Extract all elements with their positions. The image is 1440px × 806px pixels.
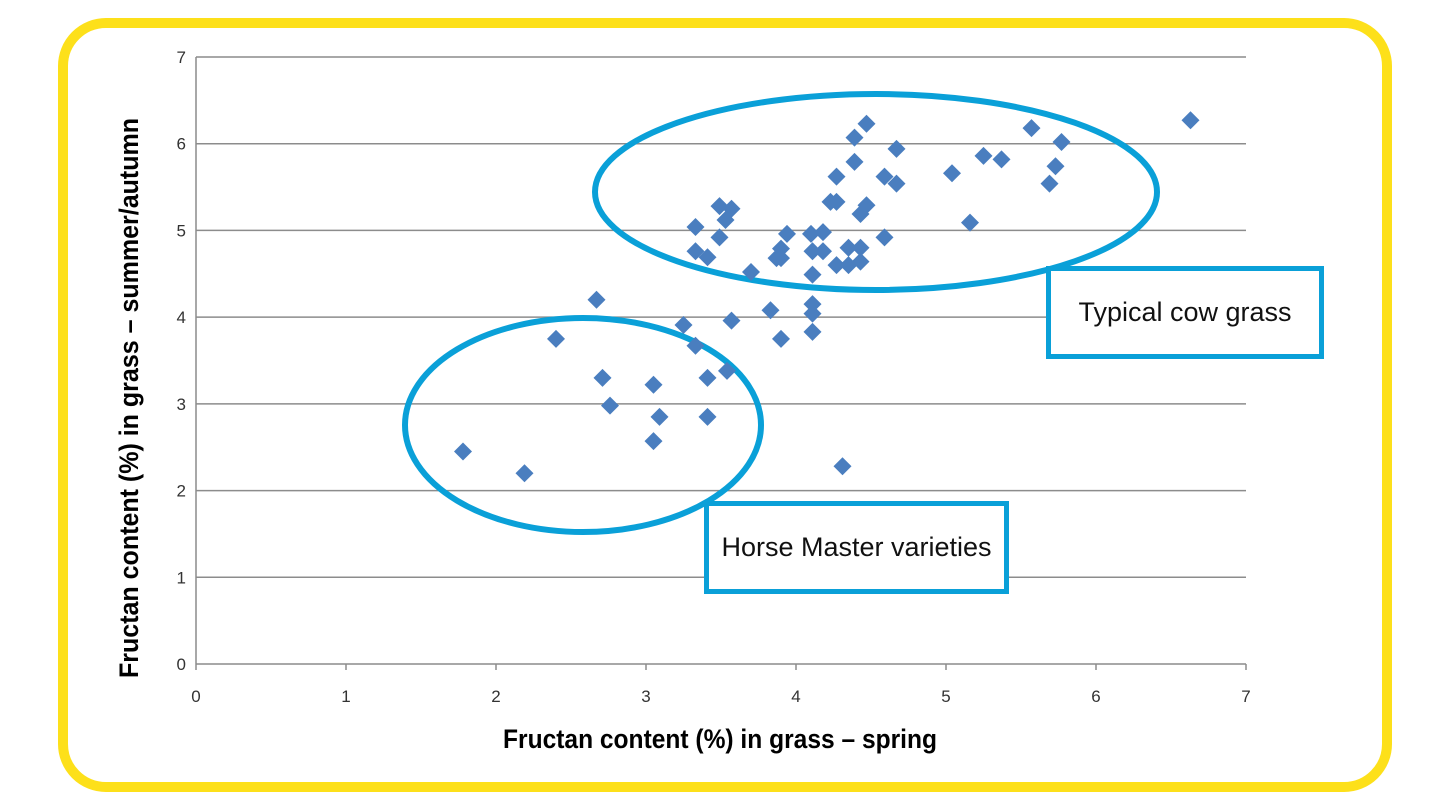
data-point (1046, 157, 1065, 176)
data-point (686, 336, 705, 355)
data-point (722, 199, 741, 218)
data-point (644, 432, 663, 451)
y-tick-label: 3 (177, 395, 186, 414)
data-point (961, 213, 979, 232)
horse-master-ellipse (402, 315, 764, 535)
data-point (875, 228, 894, 247)
x-tick-label: 3 (641, 687, 650, 706)
data-point (887, 174, 906, 193)
data-point (974, 146, 993, 165)
data-point (803, 322, 822, 341)
yellow-border-frame (58, 18, 1392, 792)
data-point (827, 167, 846, 186)
data-point (772, 239, 790, 258)
data-point (718, 361, 736, 380)
data-point (772, 329, 790, 348)
data-point (851, 238, 870, 257)
horse-master-varieties-label: Horse Master varieties (704, 501, 1009, 594)
x-tick-label: 6 (1091, 687, 1100, 706)
x-axis-title: Fructan content (%) in grass – spring (503, 724, 937, 754)
x-tick-label: 4 (791, 687, 800, 706)
data-point (803, 295, 822, 314)
data-point (803, 304, 822, 323)
data-point (1052, 132, 1071, 151)
data-point (772, 249, 790, 268)
data-point (698, 407, 717, 426)
data-point (547, 329, 565, 348)
data-point (803, 265, 822, 284)
data-point (778, 224, 796, 243)
y-tick-label: 2 (177, 482, 186, 501)
x-tick-label: 7 (1241, 687, 1250, 706)
y-axis-title: Fructan content (%) in grass – summer/au… (114, 118, 144, 678)
data-point (644, 375, 663, 394)
data-point (686, 217, 705, 236)
x-tick-label: 5 (941, 687, 950, 706)
data-point (742, 263, 760, 282)
data-point (601, 396, 619, 415)
data-point (845, 128, 864, 147)
data-point (833, 457, 852, 476)
data-point (814, 223, 832, 242)
data-point (686, 242, 705, 261)
data-point (593, 368, 612, 387)
data-point (992, 150, 1011, 169)
data-point (710, 228, 729, 247)
data-point (761, 301, 780, 320)
x-tick-label: 2 (491, 687, 500, 706)
data-point (875, 167, 894, 186)
data-point (803, 242, 822, 261)
data-point (887, 139, 906, 158)
data-point (698, 368, 717, 387)
data-point (845, 152, 864, 171)
data-point (698, 248, 717, 267)
y-tick-label: 1 (177, 568, 186, 587)
data-point (710, 197, 729, 216)
data-point (722, 311, 741, 330)
cow-grass-ellipse (592, 91, 1160, 293)
data-point (1022, 119, 1041, 138)
data-point (515, 464, 534, 483)
data-point (839, 238, 858, 257)
data-point (857, 114, 876, 133)
data-point (851, 252, 870, 271)
data-point (1181, 111, 1200, 130)
data-point (857, 196, 876, 215)
y-tick-label: 5 (177, 221, 186, 240)
data-point (587, 290, 606, 309)
data-point (802, 224, 820, 243)
y-tick-label: 0 (177, 655, 186, 674)
data-point (814, 242, 832, 261)
data-point (674, 315, 693, 334)
y-tick-label: 7 (177, 48, 186, 67)
data-point (827, 256, 846, 275)
y-tick-label: 6 (177, 135, 186, 154)
x-tick-label: 1 (341, 687, 350, 706)
data-point (943, 164, 961, 183)
data-point (454, 442, 472, 461)
data-point (650, 407, 669, 426)
x-tick-label: 0 (191, 687, 200, 706)
data-point (827, 192, 846, 211)
data-point (1040, 174, 1059, 193)
typical-cow-grass-label: Typical cow grass (1046, 266, 1324, 359)
y-tick-label: 4 (177, 308, 186, 327)
